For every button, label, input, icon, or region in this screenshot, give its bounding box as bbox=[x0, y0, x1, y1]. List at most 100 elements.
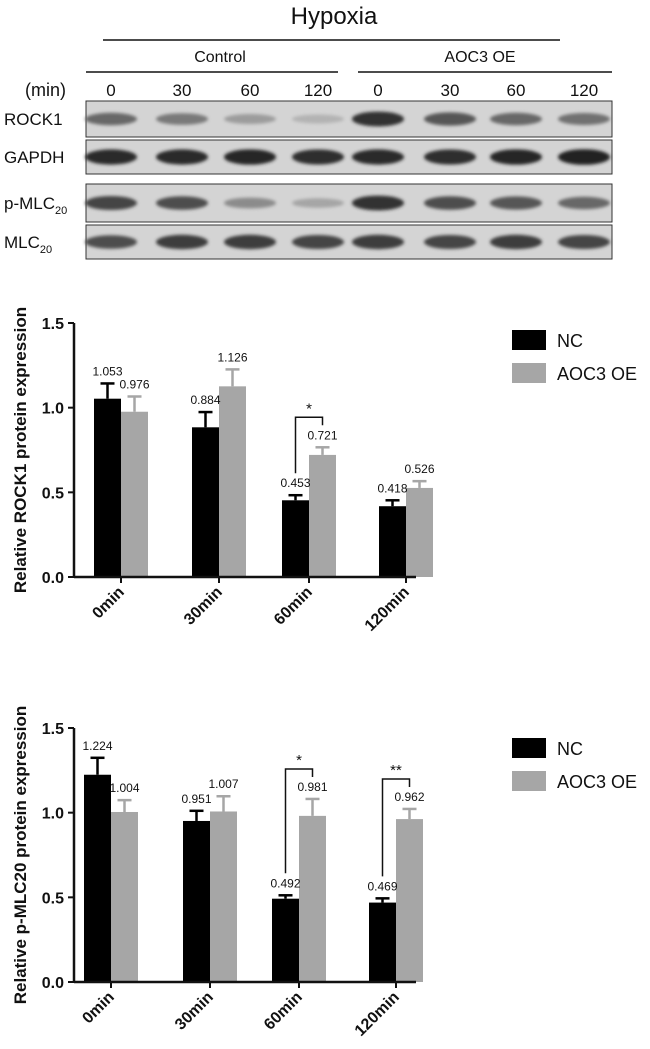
significance-bracket bbox=[294, 416, 324, 474]
data-label: 0.721 bbox=[307, 428, 337, 442]
bar-aoc3-oe-0min bbox=[121, 411, 148, 577]
blot-rows: ROCK1 GAPDH p-MLC20 MLC20 bbox=[4, 100, 613, 260]
legend-label: AOC3 OE bbox=[557, 772, 637, 792]
blot-band bbox=[424, 235, 476, 249]
data-label: 1.126 bbox=[217, 350, 247, 364]
x-tick-label: 0min bbox=[79, 989, 117, 1027]
y-tick-label: 0.0 bbox=[42, 975, 64, 992]
data-label: 0.492 bbox=[270, 876, 300, 890]
blot-band bbox=[292, 198, 344, 208]
lane-label-4: 0 bbox=[373, 81, 382, 100]
group-label-aoc3: AOC3 OE bbox=[444, 49, 515, 66]
x-tick-label: 120min bbox=[362, 584, 413, 635]
blot-band bbox=[558, 113, 610, 125]
bar-nc-120min bbox=[369, 902, 396, 982]
legend-swatch bbox=[512, 771, 546, 791]
bar-aoc3-oe-30min bbox=[219, 386, 246, 577]
y-tick-label: 0.0 bbox=[42, 570, 64, 587]
blot-band bbox=[352, 195, 404, 211]
blot-row-label-1: GAPDH bbox=[4, 148, 64, 167]
group-label-control: Control bbox=[194, 49, 246, 66]
bar-nc-30min bbox=[192, 427, 219, 577]
blot-band bbox=[224, 197, 276, 209]
lane-label-7: 120 bbox=[570, 81, 598, 100]
data-label: 0.884 bbox=[190, 393, 220, 407]
bar-aoc3-oe-60min bbox=[299, 815, 326, 982]
y-tick-label: 1.0 bbox=[42, 806, 64, 823]
minute-unit-label: (min) bbox=[25, 80, 66, 100]
data-label: 0.951 bbox=[181, 792, 211, 806]
blot-band bbox=[85, 235, 137, 249]
bar-nc-30min bbox=[183, 820, 210, 982]
chart-rock1: Relative ROCK1 protein expression 1.053 0… bbox=[11, 307, 637, 635]
blot-band bbox=[558, 235, 610, 249]
blot-row-label-0: ROCK1 bbox=[4, 110, 63, 129]
data-label: 1.224 bbox=[82, 739, 112, 753]
lane-label-3: 120 bbox=[304, 81, 332, 100]
y-tick-label: 1.0 bbox=[42, 401, 64, 418]
data-label: 1.004 bbox=[109, 781, 139, 795]
blot-band bbox=[292, 235, 344, 249]
blot-band bbox=[490, 149, 542, 165]
bar-aoc3-oe-30min bbox=[210, 811, 237, 982]
data-label: 1.007 bbox=[208, 777, 238, 791]
blot-row-label-3: MLC20 bbox=[4, 233, 52, 256]
y-tick-label: 1.5 bbox=[42, 316, 64, 333]
chart1-legend: NC AOC3 OE bbox=[512, 330, 637, 384]
blot-band bbox=[424, 149, 476, 165]
blot-band bbox=[224, 114, 276, 124]
legend-label: NC bbox=[557, 331, 583, 351]
blot-band bbox=[352, 234, 404, 250]
blot-band bbox=[424, 112, 476, 126]
blot-band bbox=[156, 113, 208, 125]
y-tick-label: 0.5 bbox=[42, 890, 64, 907]
blot-band bbox=[424, 196, 476, 210]
chart1-ylabel: Relative ROCK1 protein expression bbox=[11, 307, 30, 593]
data-label: 0.981 bbox=[297, 780, 327, 794]
bar-aoc3-oe-120min bbox=[396, 819, 423, 982]
blot-band bbox=[156, 234, 208, 250]
legend-label: AOC3 OE bbox=[557, 364, 637, 384]
x-tick-label: 0min bbox=[89, 584, 127, 622]
blot-band bbox=[292, 149, 344, 165]
lane-label-2: 60 bbox=[241, 81, 260, 100]
bar-aoc3-oe-0min bbox=[111, 811, 138, 982]
significance-bracket bbox=[284, 768, 314, 874]
data-label: 0.526 bbox=[404, 462, 434, 476]
blot-row-label-subscript: 20 bbox=[40, 244, 52, 256]
chart2-ylabel: Relative p-MLC20 protein expression bbox=[11, 706, 30, 1005]
data-label: 0.469 bbox=[367, 879, 397, 893]
legend-swatch bbox=[512, 738, 546, 758]
significance-marker: * bbox=[306, 400, 312, 417]
blot-band bbox=[85, 149, 137, 165]
blot-band bbox=[85, 196, 137, 210]
blot-band bbox=[490, 196, 542, 210]
bar-nc-0min bbox=[84, 774, 111, 982]
blot-band bbox=[292, 114, 344, 124]
blot-band bbox=[224, 234, 276, 250]
y-tick-label: 1.5 bbox=[42, 721, 64, 738]
significance-marker: * bbox=[296, 752, 302, 769]
blot-band bbox=[85, 112, 137, 126]
legend-swatch bbox=[512, 330, 546, 350]
blot-title: Hypoxia bbox=[291, 3, 378, 30]
bar-aoc3-oe-120min bbox=[406, 487, 433, 577]
blot-band bbox=[224, 149, 276, 165]
chart-pmlc20: Relative p-MLC20 protein expression 1.22… bbox=[11, 706, 637, 1040]
y-tick-label: 0.5 bbox=[42, 485, 64, 502]
lane-labels: 0 30 60 120 0 30 60 120 bbox=[106, 81, 598, 100]
data-label: 0.962 bbox=[394, 790, 424, 804]
chart2-legend: NC AOC3 OE bbox=[512, 738, 637, 792]
bar-nc-60min bbox=[272, 898, 299, 982]
blot-band bbox=[352, 149, 404, 165]
x-tick-label: 30min bbox=[172, 989, 217, 1034]
bar-aoc3-oe-60min bbox=[309, 454, 336, 577]
significance-marker: ** bbox=[390, 762, 402, 779]
data-label: 1.053 bbox=[92, 364, 122, 378]
data-label: 0.453 bbox=[280, 476, 310, 490]
significance-bracket bbox=[381, 778, 411, 877]
blot-row-label-2: p-MLC20 bbox=[4, 194, 67, 217]
blot-band bbox=[156, 149, 208, 165]
blot-band bbox=[558, 149, 610, 165]
